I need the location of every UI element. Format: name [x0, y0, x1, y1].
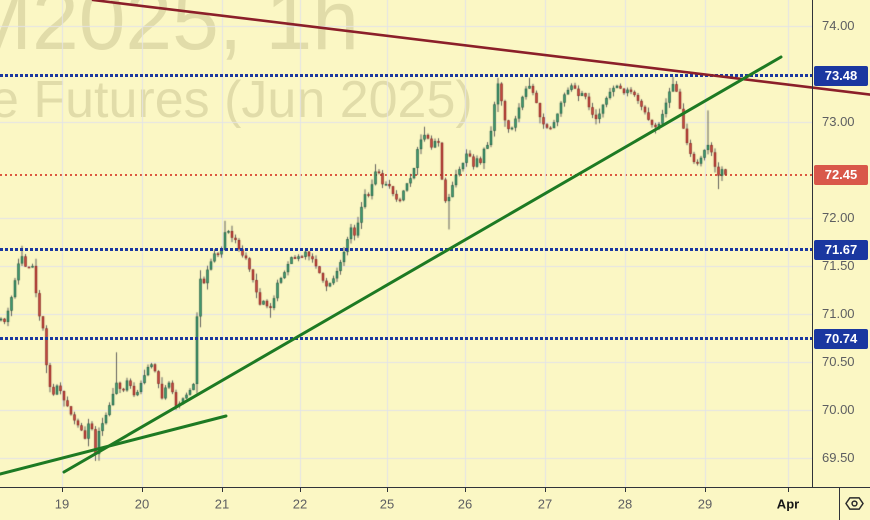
- price-axis[interactable]: 74.00 73.00 72.00 71.50 71.00 70.50 70.0…: [812, 0, 870, 487]
- time-axis-tick: [705, 487, 706, 492]
- time-axis-tick: [625, 487, 626, 492]
- price-tick-label: 72.00: [822, 209, 855, 225]
- horizontal-level-line-73-48[interactable]: [0, 74, 812, 78]
- time-tick-label: Apr: [776, 496, 800, 511]
- candlestick-canvas[interactable]: [0, 0, 812, 487]
- corner-separator: [839, 487, 840, 520]
- time-tick-label: 28: [617, 496, 633, 511]
- time-axis-tick: [142, 487, 143, 492]
- price-tick-label: 71.00: [822, 305, 855, 321]
- time-axis[interactable]: 19 20 21 22 25 26 27 28 29 Apr: [0, 487, 870, 520]
- scale-settings-button[interactable]: [839, 487, 870, 520]
- level-price-badge-71-67: 71.67: [814, 239, 868, 260]
- time-axis-tick: [465, 487, 466, 492]
- chart-pane[interactable]: M2025, 1h e Futures (Jun 2025): [0, 0, 812, 487]
- price-tick-label: 70.00: [822, 401, 855, 417]
- level-price-badge-70-74: 70.74: [814, 328, 868, 349]
- hexagon-eye-icon: [845, 497, 864, 510]
- time-tick-label: 22: [292, 496, 308, 511]
- price-tick-label: 71.50: [822, 257, 855, 273]
- level-price-badge-73-48: 73.48: [814, 65, 868, 86]
- time-tick-label: 26: [457, 496, 473, 511]
- time-axis-separator: [0, 487, 870, 488]
- last-price-badge: 72.45: [814, 164, 868, 185]
- time-axis-tick: [387, 487, 388, 492]
- price-tick-label: 69.50: [822, 449, 855, 465]
- time-tick-label: 19: [54, 496, 70, 511]
- time-tick-label: 25: [379, 496, 395, 511]
- time-tick-label: 29: [697, 496, 713, 511]
- time-tick-label: 20: [134, 496, 150, 511]
- time-axis-tick: [788, 487, 789, 492]
- time-axis-tick: [62, 487, 63, 492]
- price-tick-label: 74.00: [822, 17, 855, 33]
- time-axis-tick: [222, 487, 223, 492]
- time-tick-label: 21: [214, 496, 230, 511]
- horizontal-level-line-70-74[interactable]: [0, 337, 812, 341]
- horizontal-level-line-71-67[interactable]: [0, 248, 812, 252]
- price-tick-label: 70.50: [822, 353, 855, 369]
- price-axis-separator: [812, 0, 813, 487]
- time-axis-tick: [300, 487, 301, 492]
- time-axis-tick: [545, 487, 546, 492]
- price-tick-label: 73.00: [822, 113, 855, 129]
- time-tick-label: 27: [537, 496, 553, 511]
